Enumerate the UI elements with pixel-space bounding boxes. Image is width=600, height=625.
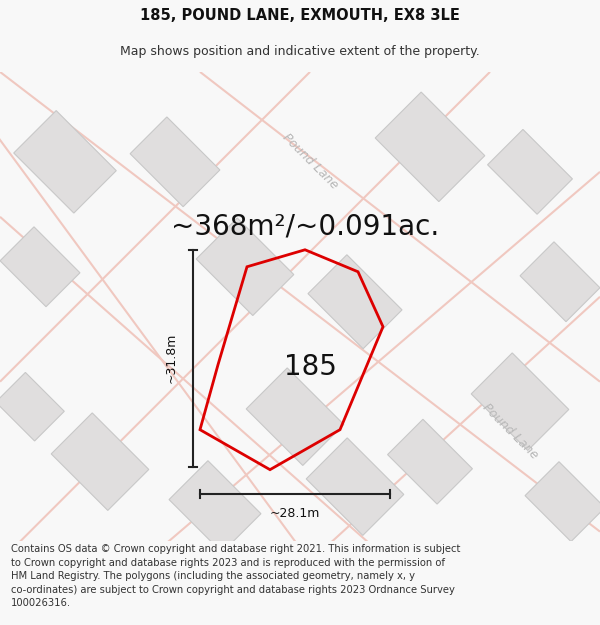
Polygon shape: [246, 368, 344, 466]
Polygon shape: [169, 461, 261, 552]
Polygon shape: [0, 227, 80, 307]
Text: 185: 185: [284, 352, 337, 381]
Polygon shape: [0, 372, 64, 441]
Polygon shape: [520, 242, 600, 322]
Text: Contains OS data © Crown copyright and database right 2021. This information is : Contains OS data © Crown copyright and d…: [11, 544, 460, 608]
Polygon shape: [130, 117, 220, 207]
Polygon shape: [14, 111, 116, 213]
Polygon shape: [471, 353, 569, 451]
Polygon shape: [196, 218, 294, 316]
Polygon shape: [375, 92, 485, 202]
Text: 185, POUND LANE, EXMOUTH, EX8 3LE: 185, POUND LANE, EXMOUTH, EX8 3LE: [140, 8, 460, 23]
Text: Pound Lane: Pound Lane: [280, 131, 340, 192]
Polygon shape: [525, 462, 600, 542]
Text: Pound Lane: Pound Lane: [479, 401, 541, 462]
Polygon shape: [51, 413, 149, 511]
Polygon shape: [388, 419, 472, 504]
Text: ~28.1m: ~28.1m: [270, 507, 320, 520]
Text: Map shows position and indicative extent of the property.: Map shows position and indicative extent…: [120, 45, 480, 58]
Text: ~368m²/~0.091ac.: ~368m²/~0.091ac.: [171, 213, 439, 241]
Text: ~31.8m: ~31.8m: [164, 333, 178, 383]
Polygon shape: [488, 129, 572, 214]
Polygon shape: [308, 255, 402, 349]
Polygon shape: [306, 438, 404, 536]
